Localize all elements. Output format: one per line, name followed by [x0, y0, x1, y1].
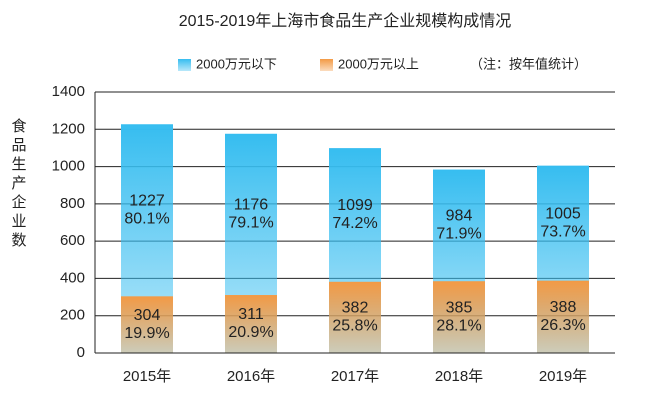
y-axis-label: 食品生产企业数	[10, 118, 27, 251]
value-label: 388	[550, 299, 577, 316]
share-label: 74.2%	[332, 215, 377, 232]
chart-title: 2015-2019年上海市食品生产企业规模构成情况	[179, 12, 512, 30]
legend-swatch	[320, 59, 333, 71]
y-tick-label: 1000	[52, 158, 85, 175]
value-label: 311	[238, 306, 264, 323]
share-label: 80.1%	[124, 211, 169, 228]
annotation: （注：按年值统计）	[470, 56, 587, 71]
x-tick-label: 2018年	[435, 368, 483, 385]
bar	[433, 281, 485, 353]
y-tick-label: 1400	[52, 83, 85, 100]
x-tick-label: 2017年	[331, 368, 379, 385]
share-label: 71.9%	[436, 226, 481, 243]
bar	[329, 281, 381, 353]
bar	[225, 295, 277, 353]
bar	[537, 280, 589, 353]
share-label: 19.9%	[124, 325, 169, 342]
x-tick-label: 2015年	[123, 368, 171, 385]
y-tick-label: 1200	[52, 120, 85, 137]
value-label: 1005	[545, 205, 581, 222]
share-label: 26.3%	[540, 317, 585, 334]
value-label: 1176	[234, 197, 269, 214]
y-tick-label: 200	[60, 307, 85, 324]
y-tick-label: 800	[60, 195, 85, 212]
legend-label: 2000万元以上	[338, 56, 419, 71]
value-label: 1099	[337, 197, 373, 214]
share-label: 20.9%	[228, 324, 273, 341]
y-tick-label: 400	[60, 269, 85, 286]
share-label: 73.7%	[540, 223, 585, 240]
value-label: 385	[446, 299, 473, 316]
value-label: 984	[446, 208, 473, 225]
share-label: 25.8%	[332, 318, 377, 335]
value-label: 1227	[129, 193, 165, 210]
share-label: 79.1%	[228, 215, 273, 232]
share-label: 28.1%	[436, 317, 481, 334]
x-tick-label: 2019年	[539, 368, 587, 385]
y-tick-label: 600	[60, 232, 85, 249]
legend-swatch	[178, 59, 191, 71]
y-tick-label: 0	[77, 344, 85, 361]
bar	[121, 296, 173, 353]
value-label: 382	[342, 300, 369, 317]
value-label: 304	[134, 307, 161, 324]
legend-label: 2000万元以下	[196, 56, 277, 71]
x-tick-label: 2016年	[227, 368, 275, 385]
